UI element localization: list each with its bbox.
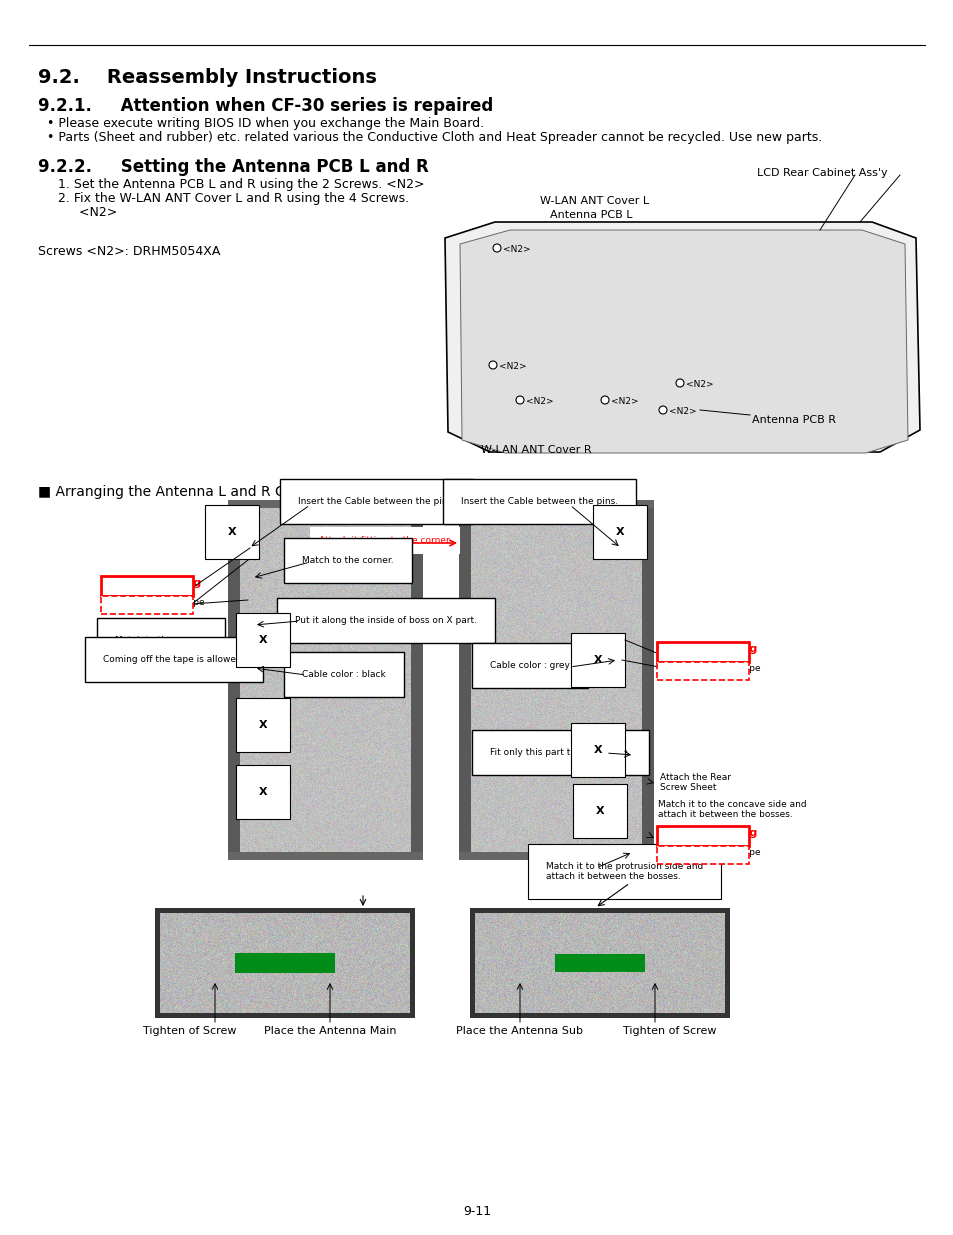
Text: Fit only this part to the groove.: Fit only this part to the groove.: [490, 748, 630, 757]
Text: 9.2.2.     Setting the Antenna PCB L and R: 9.2.2. Setting the Antenna PCB L and R: [38, 158, 428, 177]
Text: 2. Fix the W-LAN ANT Cover L and R using the 4 Screws.: 2. Fix the W-LAN ANT Cover L and R using…: [58, 191, 409, 205]
Text: Cable color : grey: Cable color : grey: [490, 661, 569, 671]
Text: Attach it fitting to the corner.: Attach it fitting to the corner.: [318, 536, 451, 545]
Text: Coming off the tape is allowed.: Coming off the tape is allowed.: [103, 655, 244, 664]
Text: <N2>: <N2>: [525, 396, 553, 406]
Circle shape: [676, 379, 683, 387]
Text: <N2>: <N2>: [668, 408, 696, 416]
Text: Match it to the concave side and
attach it between the bosses.: Match it to the concave side and attach …: [658, 800, 806, 819]
Text: Safety Working: Safety Working: [660, 643, 757, 655]
Text: Antenna PCB L: Antenna PCB L: [550, 210, 632, 220]
Text: • Please execute writing BIOS ID when you exchange the Main Board.: • Please execute writing BIOS ID when yo…: [47, 117, 483, 130]
Text: • Parts (Sheet and rubber) etc. related various the Conductive Cloth and Heat Sp: • Parts (Sheet and rubber) etc. related …: [47, 131, 821, 144]
Text: Match it to the protrusion side and
attach it between the bosses.: Match it to the protrusion side and atta…: [545, 862, 702, 882]
Text: X: X: [258, 635, 267, 645]
Text: Place the Antenna Main: Place the Antenna Main: [263, 1026, 395, 1036]
Text: Attach the Cable Tape: Attach the Cable Tape: [660, 848, 760, 857]
Circle shape: [600, 396, 608, 404]
Text: Match to the corner.: Match to the corner.: [302, 556, 394, 564]
FancyBboxPatch shape: [657, 846, 748, 864]
Text: Match to the corner.: Match to the corner.: [115, 636, 207, 645]
Text: Put it along the inside of boss on X part.: Put it along the inside of boss on X par…: [294, 616, 476, 625]
Text: Safety Working: Safety Working: [105, 578, 201, 588]
Polygon shape: [459, 230, 907, 453]
Text: Tighten of Screw: Tighten of Screw: [143, 1026, 236, 1036]
Text: X: X: [258, 720, 267, 730]
Text: W-LAN ANT Cover R: W-LAN ANT Cover R: [480, 445, 591, 454]
Text: <N2>: <N2>: [685, 380, 713, 389]
Text: X: X: [228, 527, 236, 537]
Text: Screws <N2>: DRHM5054XA: Screws <N2>: DRHM5054XA: [38, 245, 220, 258]
FancyBboxPatch shape: [101, 576, 193, 597]
FancyBboxPatch shape: [657, 662, 748, 680]
Text: <N2>: <N2>: [610, 396, 638, 406]
Text: Antenna PCB R: Antenna PCB R: [751, 415, 835, 425]
Text: LCD Rear Cabinet Ass'y: LCD Rear Cabinet Ass'y: [757, 168, 886, 178]
Text: 9.2.    Reassembly Instructions: 9.2. Reassembly Instructions: [38, 68, 376, 86]
Text: Attach the Cable Tape: Attach the Cable Tape: [105, 598, 204, 606]
Text: X: X: [258, 787, 267, 797]
Text: <N2>: <N2>: [502, 245, 530, 254]
Text: Place the Antenna Sub: Place the Antenna Sub: [456, 1026, 583, 1036]
FancyBboxPatch shape: [657, 826, 748, 846]
Polygon shape: [444, 222, 919, 452]
Text: <N2>: <N2>: [67, 206, 117, 219]
Text: Attach the Rear
Screw Sheet: Attach the Rear Screw Sheet: [659, 773, 730, 793]
Circle shape: [516, 396, 523, 404]
Circle shape: [493, 245, 500, 252]
Text: X: X: [593, 745, 601, 755]
Text: Cable color : black: Cable color : black: [302, 671, 385, 679]
Text: Safety Working: Safety Working: [660, 827, 757, 839]
Circle shape: [659, 406, 666, 414]
Text: Attach the Cable Tape: Attach the Cable Tape: [660, 664, 760, 673]
Text: X: X: [593, 655, 601, 664]
Text: ■ Arranging the Antenna L and R Cables: ■ Arranging the Antenna L and R Cables: [38, 485, 321, 499]
Text: 9-11: 9-11: [462, 1205, 491, 1218]
Text: 1. Set the Antenna PCB L and R using the 2 Screws. <N2>: 1. Set the Antenna PCB L and R using the…: [58, 178, 424, 191]
Text: Insert the Cable between the pins.: Insert the Cable between the pins.: [297, 496, 455, 506]
FancyBboxPatch shape: [657, 642, 748, 662]
FancyBboxPatch shape: [101, 597, 193, 614]
Text: W-LAN ANT Cover L: W-LAN ANT Cover L: [539, 196, 648, 206]
Text: <N2>: <N2>: [498, 362, 526, 370]
Circle shape: [489, 361, 497, 369]
Text: Insert the Cable between the pins.: Insert the Cable between the pins.: [460, 496, 618, 506]
Text: Tighten of Screw: Tighten of Screw: [622, 1026, 716, 1036]
Text: 9.2.1.     Attention when CF-30 series is repaired: 9.2.1. Attention when CF-30 series is re…: [38, 98, 493, 115]
Text: X: X: [595, 806, 603, 816]
Text: X: X: [615, 527, 623, 537]
